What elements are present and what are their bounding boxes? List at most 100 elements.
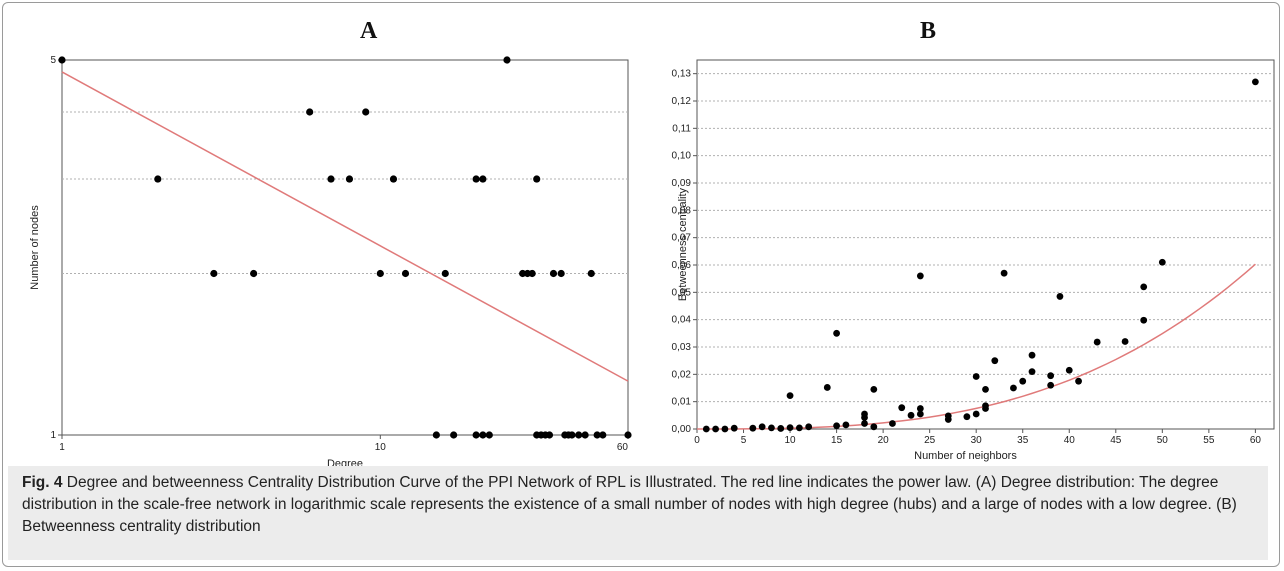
data-point-b (861, 414, 868, 421)
data-point-a (472, 175, 480, 183)
caption-label: Fig. 4 (22, 474, 63, 491)
data-point-b (898, 404, 906, 412)
y-tick-label-b: 0,11 (672, 123, 691, 134)
data-point-b (721, 425, 729, 433)
data-point-b (749, 424, 757, 432)
data-point-b (907, 411, 915, 419)
data-point-b (1121, 338, 1129, 345)
y-tick-label-b: 0,03 (672, 342, 692, 353)
y-tick-label-a: 5 (50, 55, 56, 66)
caption-text: Degree and betweenness Centrality Distri… (22, 474, 1237, 535)
x-tick-label-b: 0 (694, 435, 700, 446)
x-axis-title-b: Number of neighbors (914, 450, 1017, 462)
data-point-a (389, 175, 398, 183)
data-point-b (1000, 269, 1008, 277)
data-point-b (1056, 293, 1064, 300)
data-point-b (972, 373, 980, 380)
data-point-a (401, 269, 410, 278)
y-tick-label-b: 0,13 (672, 69, 692, 80)
data-point-b (982, 405, 989, 412)
data-point-a (441, 269, 449, 278)
y-tick-label-b: 0,04 (672, 315, 692, 326)
data-point-a (479, 175, 487, 183)
data-point-b (870, 423, 878, 431)
data-point-b (768, 424, 775, 432)
data-point-b (805, 423, 813, 431)
x-tick-label-a: 60 (617, 442, 629, 453)
data-point-b (730, 424, 738, 432)
data-point-b (963, 413, 971, 421)
x-tick-label-b: 20 (878, 435, 890, 446)
data-point-a (568, 431, 576, 439)
x-tick-label-b: 40 (1064, 435, 1076, 446)
data-point-b (916, 405, 924, 412)
x-tick-label-b: 25 (924, 435, 936, 446)
data-point-a (479, 431, 487, 439)
x-tick-label-b: 35 (1017, 435, 1029, 446)
data-point-a (58, 56, 66, 64)
data-point-b (1010, 384, 1017, 392)
y-tick-label-b: 0,05 (672, 287, 692, 298)
data-point-a (345, 175, 354, 183)
figure-caption: Fig. 4 Degree and betweenness Centrality… (22, 472, 1267, 538)
data-point-a (485, 431, 493, 439)
data-point-a (503, 56, 511, 64)
x-tick-label-b: 10 (785, 435, 797, 446)
data-point-b (1140, 316, 1148, 324)
data-point-b (1019, 377, 1027, 385)
x-tick-label-b: 15 (831, 435, 843, 446)
y-axis-title-b: Betweenness centrality (677, 187, 689, 301)
data-point-a (528, 269, 536, 278)
x-tick-label-a: 1 (59, 442, 65, 453)
x-tick-label-b: 5 (741, 435, 747, 446)
x-tick-label-b: 50 (1157, 435, 1169, 446)
y-axis-title-a: Number of nodes (29, 205, 41, 290)
y-tick-label-b: 0,09 (672, 178, 692, 189)
data-point-b (1251, 78, 1259, 86)
data-point-a (599, 431, 607, 439)
data-point-b (916, 410, 924, 418)
data-point-a (575, 431, 583, 439)
data-point-a (450, 431, 458, 439)
y-tick-label-b: 0,10 (672, 151, 692, 162)
x-tick-label-b: 30 (971, 435, 983, 446)
plot-area-a (61, 59, 629, 436)
y-tick-label-b: 0,00 (672, 424, 692, 435)
data-point-b (944, 416, 952, 423)
x-tick-label-b: 60 (1250, 435, 1262, 446)
power-law-fit-line-a (61, 71, 629, 382)
caption-box: Fig. 4 Degree and betweenness Centrality… (8, 466, 1268, 560)
y-tick-label-a: 1 (50, 430, 56, 441)
y-tick-label-b: 0,01 (672, 397, 692, 408)
data-point-a (154, 175, 162, 183)
data-point-a (432, 431, 440, 439)
data-point-b (1047, 372, 1055, 380)
data-point-b (1158, 258, 1166, 266)
data-point-b (1075, 377, 1082, 385)
y-tick-label-b: 0,02 (672, 369, 692, 380)
data-point-b (795, 424, 803, 432)
data-point-b (972, 410, 980, 418)
data-point-b (777, 425, 785, 432)
data-point-a (362, 108, 370, 116)
data-point-b (1093, 338, 1101, 346)
data-point-b (1065, 366, 1073, 374)
data-point-b (916, 272, 924, 280)
x-tick-label-b: 55 (1203, 435, 1215, 446)
y-tick-label-b: 0,07 (672, 233, 692, 244)
data-point-b (833, 329, 840, 337)
data-point-a (549, 269, 558, 278)
data-point-a (533, 175, 541, 183)
data-point-a (593, 431, 601, 439)
panel-a-label: A (360, 18, 378, 44)
data-point-b (786, 424, 794, 432)
data-point-b (1140, 283, 1148, 291)
data-point-b (870, 385, 878, 393)
data-point-b (833, 422, 840, 430)
data-point-b (1028, 351, 1036, 359)
data-point-a (557, 269, 565, 278)
data-point-b (758, 423, 766, 431)
data-point-b (991, 357, 999, 365)
